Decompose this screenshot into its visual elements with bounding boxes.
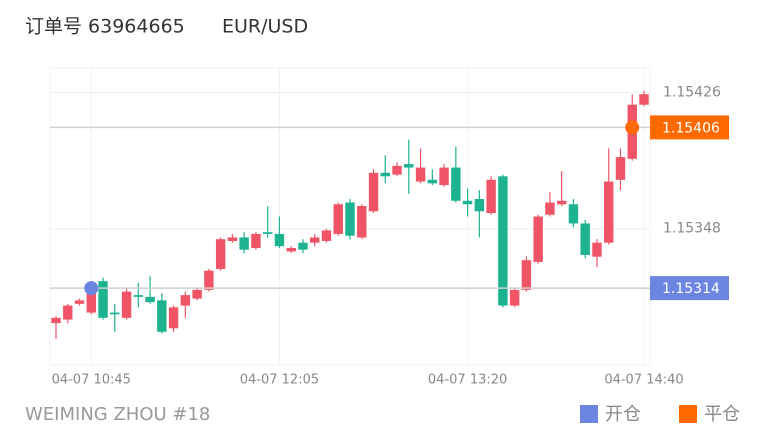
- y-tick-label: 1.15348: [663, 221, 721, 237]
- candle-body: [74, 300, 85, 304]
- x-tick-label: 04-07 14:40: [604, 373, 683, 388]
- candle-body: [498, 176, 508, 306]
- candle-body: [580, 223, 590, 255]
- candle-body: [545, 202, 555, 215]
- candle-body: [521, 260, 532, 290]
- candle-body: [298, 242, 308, 250]
- candle-body: [533, 216, 543, 262]
- x-tick-label: 04-07 13:20: [428, 373, 507, 388]
- candle-body: [439, 167, 449, 186]
- legend-label: 开仓: [605, 404, 641, 425]
- candle-body: [215, 239, 226, 269]
- entry-price-label: 1.15314: [662, 281, 720, 297]
- candle-body: [192, 289, 202, 299]
- candle-body: [474, 199, 485, 212]
- candle-body: [615, 157, 626, 180]
- candle-body: [51, 317, 61, 324]
- candle-body: [509, 289, 520, 306]
- y-tick-label: 1.15426: [663, 84, 721, 100]
- exit-price-label: 1.15406: [662, 120, 720, 136]
- candle-body: [380, 172, 390, 177]
- candle-body: [462, 200, 473, 205]
- candle-body: [145, 296, 155, 303]
- candle-body: [180, 295, 191, 306]
- candle-body: [63, 305, 73, 320]
- candle-body: [427, 179, 438, 184]
- candle-body: [227, 237, 238, 241]
- candle-body: [168, 307, 179, 329]
- candle-body: [86, 288, 96, 313]
- candle-body: [392, 165, 402, 175]
- candle-body: [556, 200, 567, 205]
- candle-body: [204, 270, 214, 290]
- candle-body: [98, 281, 108, 318]
- legend-swatch: [679, 405, 697, 423]
- candle-body: [639, 94, 649, 105]
- candle-body: [321, 230, 332, 241]
- candle-body: [368, 172, 379, 212]
- candle-body: [415, 167, 426, 182]
- symbol: EUR/USD: [222, 16, 308, 38]
- x-tick-label: 04-07 10:45: [52, 373, 131, 388]
- candle-body: [604, 181, 614, 243]
- candle-body: [286, 247, 296, 252]
- candle-body: [239, 237, 249, 250]
- candle-body: [310, 237, 320, 243]
- exit-marker: [625, 120, 640, 135]
- candle-body: [404, 164, 414, 168]
- candle-body: [357, 206, 367, 238]
- candle-body: [110, 312, 120, 315]
- candle-body: [262, 232, 273, 234]
- candle-body: [274, 233, 285, 247]
- footer: WEIMING ZHOU #18: [25, 404, 210, 425]
- candle-body: [251, 233, 261, 248]
- candle-body: [568, 204, 579, 224]
- entry-price-box: [650, 276, 729, 301]
- candle-body: [133, 295, 144, 297]
- legend-swatch: [580, 405, 598, 423]
- candle-body: [121, 291, 132, 318]
- x-tick-label: 04-07 12:05: [240, 373, 319, 388]
- candle-body: [333, 204, 343, 234]
- exit-price-box: [650, 115, 729, 140]
- legend-label: 平仓: [704, 404, 740, 425]
- order-title: 订单号 63964665: [25, 16, 185, 38]
- candle-body: [345, 202, 355, 236]
- candle-body: [157, 300, 167, 332]
- candle-body: [486, 179, 496, 214]
- candle-body: [451, 167, 461, 201]
- candle-body: [592, 242, 602, 257]
- entry-marker: [84, 281, 99, 296]
